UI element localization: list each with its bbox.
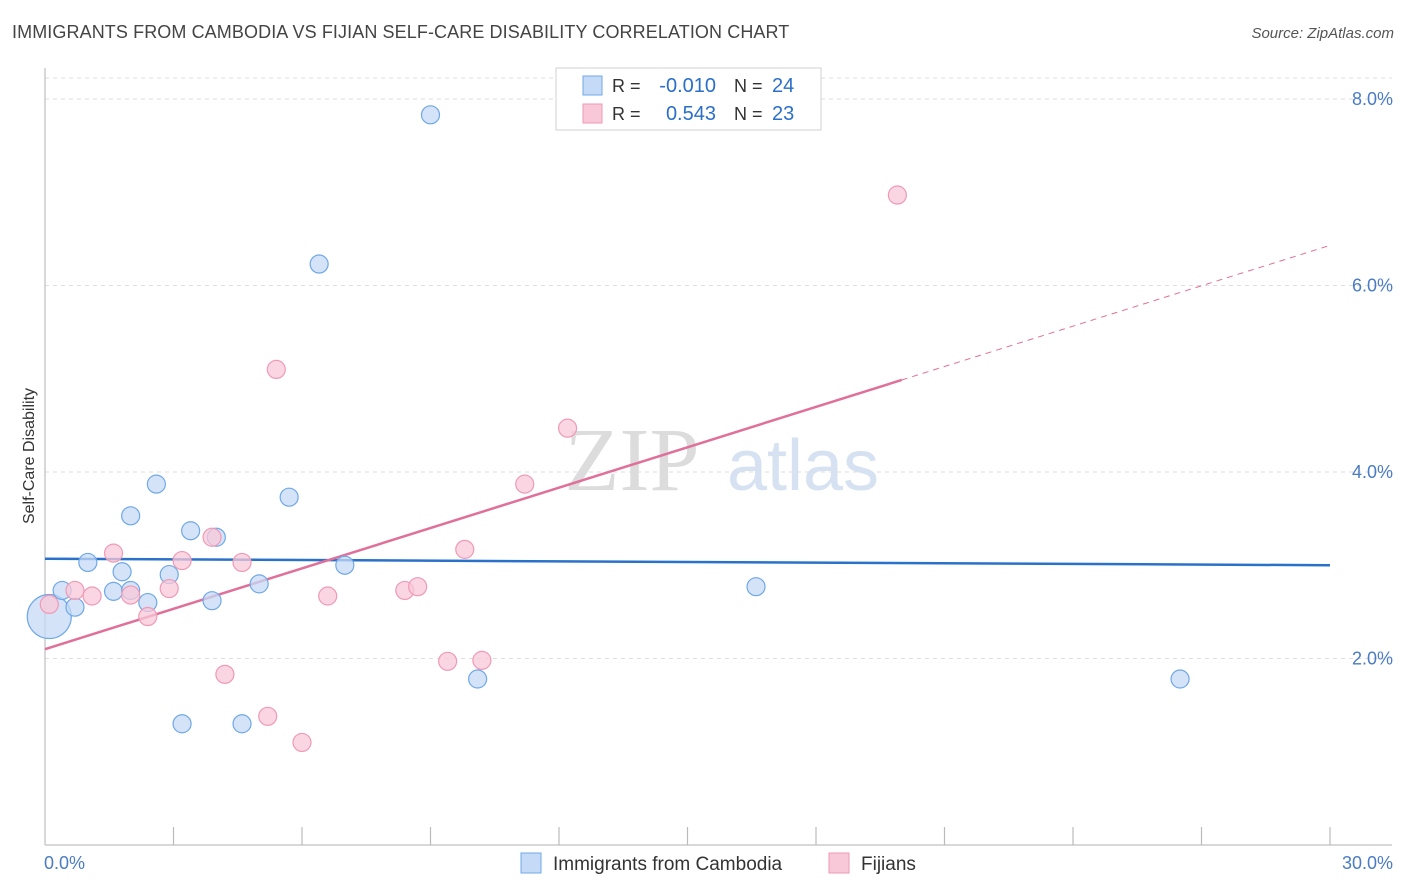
fijians-point bbox=[215, 664, 235, 684]
cambodia-point bbox=[181, 521, 201, 541]
cambodia-point bbox=[78, 552, 98, 573]
legend-r-label: R = bbox=[612, 104, 641, 124]
fijians-point bbox=[65, 580, 85, 601]
legend-n-value: 24 bbox=[772, 75, 794, 97]
fijians-point bbox=[39, 594, 59, 615]
legend-series: Immigrants from Cambodia Fijians bbox=[520, 852, 916, 875]
cambodia-point bbox=[309, 254, 329, 274]
fijians-point bbox=[318, 586, 338, 606]
fijians-point bbox=[202, 527, 222, 547]
cambodia-point bbox=[249, 574, 269, 594]
legend-r-label: R = bbox=[612, 76, 641, 96]
fijians-trend-line bbox=[44, 378, 903, 651]
chart-title: IMMIGRANTS FROM CAMBODIA VS FIJIAN SELF-… bbox=[12, 22, 790, 42]
cambodia-point bbox=[746, 577, 766, 597]
cambodia-point bbox=[232, 714, 252, 734]
cambodia-point bbox=[65, 597, 85, 617]
y-tick-label: 8.0% bbox=[1352, 89, 1393, 109]
legend-r-value: 0.543 bbox=[666, 103, 716, 125]
watermark-zip: ZIP bbox=[565, 411, 700, 510]
cambodia-point bbox=[172, 714, 192, 734]
fijians-point bbox=[82, 586, 102, 606]
legend-n-value: 23 bbox=[772, 103, 794, 125]
watermark: ZIP atlas bbox=[565, 411, 880, 510]
cambodia-point bbox=[103, 581, 124, 601]
cambodia-point bbox=[146, 474, 166, 494]
fijians-legend-label: Fijians bbox=[861, 854, 916, 875]
cambodia-point bbox=[112, 562, 132, 582]
cambodia-trend-line bbox=[44, 557, 1331, 567]
fijians-point bbox=[258, 706, 278, 726]
cambodia-point bbox=[121, 506, 141, 526]
legend-r-value: -0.010 bbox=[659, 75, 716, 97]
y-tick-label: 4.0% bbox=[1352, 462, 1393, 482]
cambodia-point bbox=[1170, 669, 1190, 689]
fijians-point bbox=[887, 185, 907, 205]
y-axis-label: Self-Care Disability bbox=[21, 388, 38, 524]
fijians-point bbox=[103, 543, 124, 563]
legend-stats: R = -0.010 N = 24 R = 0.543 N = 23 bbox=[555, 67, 822, 131]
cambodia-point bbox=[420, 105, 441, 125]
cambodia-point bbox=[468, 669, 488, 689]
fijians-point bbox=[408, 577, 428, 597]
fijians-point bbox=[232, 552, 252, 573]
fijians-point bbox=[557, 418, 578, 438]
fijians-point bbox=[159, 578, 179, 599]
cambodia-point bbox=[279, 487, 299, 507]
fijians-legend-swatch bbox=[582, 103, 603, 124]
cambodia-legend-swatch bbox=[520, 852, 542, 874]
watermark-atlas: atlas bbox=[727, 426, 879, 506]
cambodia-point bbox=[335, 555, 355, 575]
y-tick-label: 2.0% bbox=[1352, 648, 1393, 668]
x-tick-label: 0.0% bbox=[44, 853, 85, 873]
cambodia-point bbox=[202, 591, 222, 611]
fijians-point bbox=[455, 539, 475, 559]
fijians-point bbox=[515, 474, 535, 494]
fijians-point bbox=[172, 550, 192, 571]
fijians-point bbox=[121, 585, 141, 605]
fijians-point bbox=[292, 732, 312, 753]
cambodia-legend-swatch bbox=[582, 75, 603, 96]
fijians-trend-projection bbox=[901, 244, 1331, 381]
fijians-point bbox=[472, 650, 492, 670]
legend-n-label: N = bbox=[734, 104, 763, 124]
x-tick-label: 30.0% bbox=[1342, 853, 1393, 873]
cambodia-point bbox=[26, 593, 72, 640]
fijians-point bbox=[266, 359, 286, 380]
y-tick-label: 6.0% bbox=[1352, 275, 1393, 295]
legend-n-label: N = bbox=[734, 76, 763, 96]
fijians-point bbox=[138, 606, 158, 627]
fijians-legend-swatch bbox=[828, 852, 850, 874]
cambodia-legend-label: Immigrants from Cambodia bbox=[553, 854, 783, 875]
fijians-point bbox=[438, 651, 458, 671]
chart-source: Source: ZipAtlas.com bbox=[1251, 25, 1394, 42]
